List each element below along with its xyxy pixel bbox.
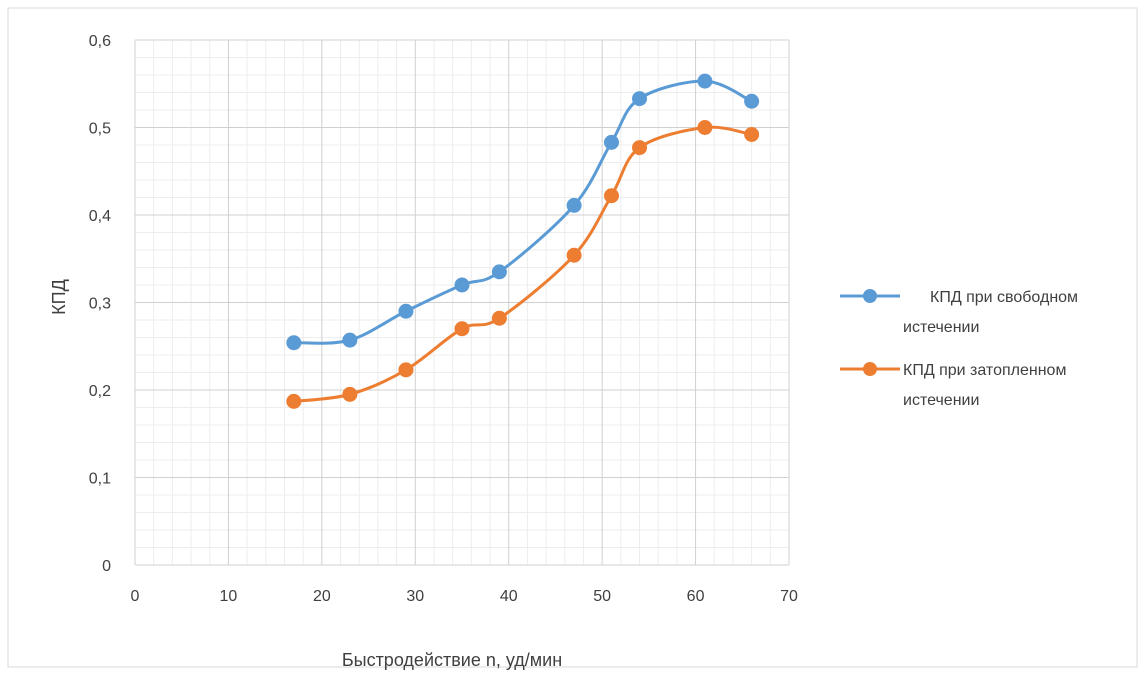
x-tick-label: 70 (780, 588, 798, 605)
series-1 (286, 73, 760, 351)
legend-label: КПД при свободном (930, 289, 1078, 306)
legend-marker (863, 289, 877, 303)
data-point (454, 277, 470, 293)
y-axis-title: КПД (49, 279, 69, 315)
data-point (744, 93, 760, 109)
x-axis-ticks: 0 10 20 30 40 50 60 70 (131, 588, 798, 605)
x-tick-label: 40 (500, 588, 518, 605)
legend-label: КПД при затопленном (903, 362, 1066, 379)
x-tick-label: 50 (593, 588, 611, 605)
y-tick-label: 0,4 (89, 208, 111, 225)
data-point (342, 386, 358, 402)
data-point (491, 264, 507, 280)
data-point (744, 127, 760, 142)
data-point (398, 303, 414, 319)
y-axis-ticks: 0 0,1 0,2 0,3 0,4 0,5 0,6 (89, 33, 111, 575)
y-tick-label: 0,5 (89, 121, 111, 138)
series-2 (286, 120, 760, 409)
data-point (632, 91, 648, 107)
series-line (293, 79, 753, 345)
y-tick-label: 0,1 (89, 471, 111, 488)
data-point (603, 134, 619, 150)
legend-label: истечении (903, 392, 979, 409)
x-tick-label: 60 (687, 588, 705, 605)
grid (134, 39, 790, 566)
x-tick-label: 10 (220, 588, 238, 605)
y-tick-label: 0,3 (89, 296, 111, 313)
series (286, 73, 760, 409)
data-point (603, 188, 619, 204)
data-point (286, 335, 302, 351)
legend-label: истечении (903, 319, 979, 336)
data-point (342, 332, 358, 348)
data-point (632, 140, 648, 156)
x-tick-label: 0 (131, 588, 140, 605)
x-tick-label: 30 (406, 588, 424, 605)
y-tick-label: 0,2 (89, 383, 111, 400)
data-point (491, 310, 507, 326)
legend-entry-2: КПД при затопленном истечении (840, 362, 1066, 409)
y-tick-label: 0,6 (89, 33, 111, 50)
data-point (286, 393, 302, 409)
data-point (398, 362, 414, 378)
data-point (566, 197, 582, 213)
series-line (293, 125, 752, 403)
data-point (697, 73, 713, 89)
data-point (454, 321, 470, 337)
data-point (566, 247, 582, 263)
legend-entry-1: КПД при свободном истечении (840, 289, 1078, 336)
y-tick-label: 0 (102, 558, 111, 575)
legend-marker (863, 362, 877, 376)
x-tick-label: 20 (313, 588, 331, 605)
data-point (697, 120, 713, 135)
x-axis-title: Быстродействие n, уд/мин (342, 650, 562, 670)
